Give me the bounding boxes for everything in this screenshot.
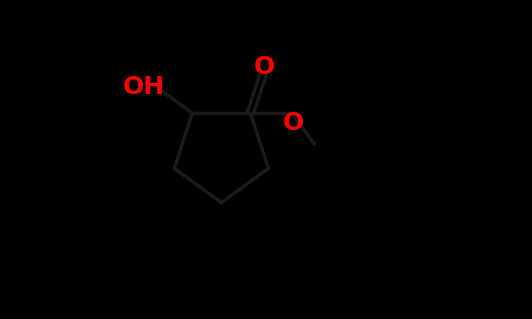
Text: O: O: [254, 55, 276, 79]
Text: O: O: [283, 111, 304, 135]
Text: OH: OH: [123, 75, 165, 100]
